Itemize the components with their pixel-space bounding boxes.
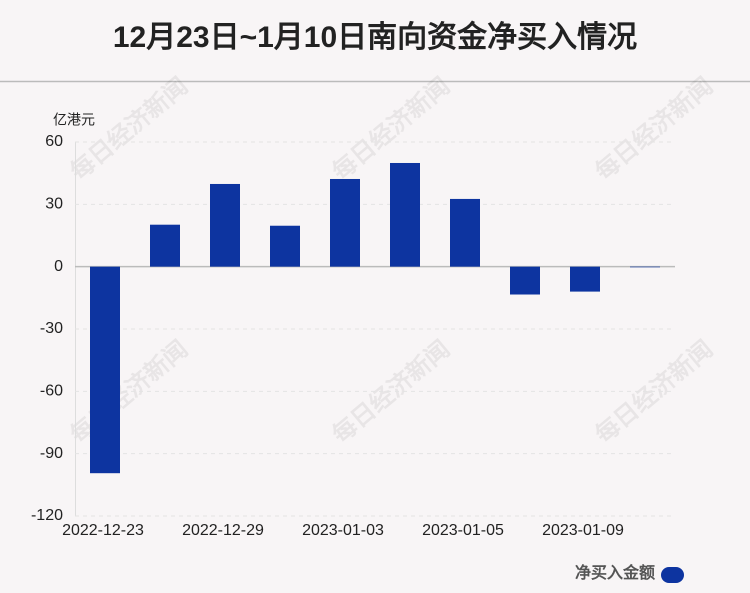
bar [510,266,540,295]
x-tick-label: 2023-01-05 [422,522,504,539]
legend-swatch [661,567,684,583]
y-tick-label: -90 [40,445,63,462]
y-tick-label: -120 [31,507,63,524]
watermark: 每日经济新闻 [589,71,718,186]
bar [630,266,660,268]
watermark: 每日经济新闻 [64,71,193,186]
chart-title: 12月23日~1月10日南向资金净买入情况 [113,20,637,54]
bar [270,225,300,267]
y-unit: 亿港元 [53,112,95,128]
bar [390,162,420,267]
bar [570,266,600,292]
y-tick-label: 0 [54,258,63,275]
x-tick-label: 2023-01-09 [542,522,624,539]
y-tick-label: -60 [40,383,63,400]
y-tick-label: 30 [45,196,63,213]
bar [150,224,180,267]
bar [90,266,120,474]
x-tick-label: 2023-01-03 [302,522,384,539]
bar [330,178,360,267]
bar [210,183,240,267]
x-tick-label: 2022-12-29 [182,522,264,539]
y-tick-label: 60 [45,133,63,150]
y-tick-label: -30 [40,320,63,337]
bar [450,198,480,267]
x-tick-label: 2022-12-23 [62,522,144,539]
legend-label: 净买入金额 [575,563,655,582]
